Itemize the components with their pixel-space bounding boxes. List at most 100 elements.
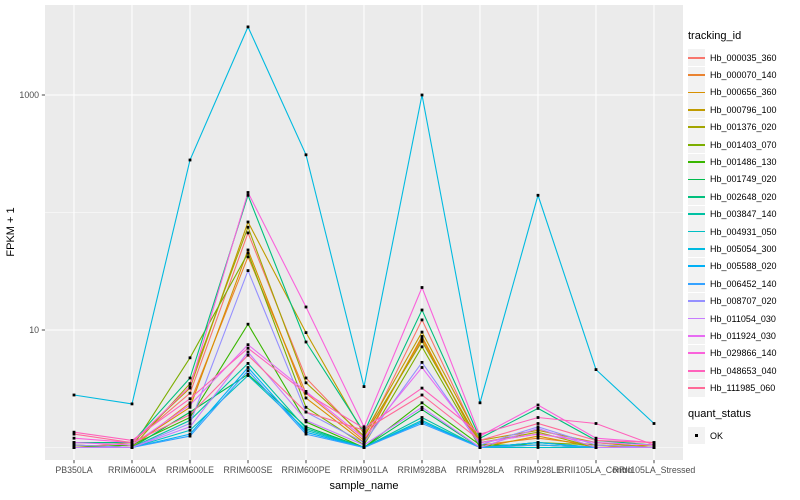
legend-item-label: Hb_000656_360 xyxy=(710,87,777,98)
legend-item-label: Hb_004931_050 xyxy=(710,226,777,237)
legend-title-quant-status: quant_status xyxy=(688,407,751,420)
data-point xyxy=(188,401,192,405)
data-point xyxy=(72,393,76,397)
legend-item-label: Hb_048653_040 xyxy=(710,365,777,376)
data-point xyxy=(478,441,482,444)
data-point xyxy=(304,376,308,380)
data-point xyxy=(420,330,424,334)
legend-item-label: Hb_001486_130 xyxy=(710,157,777,168)
data-point xyxy=(362,434,366,438)
x-tick-label: RRII105LA_Control xyxy=(558,465,634,475)
data-point xyxy=(362,385,366,388)
data-point xyxy=(304,420,308,424)
data-point xyxy=(188,158,192,162)
legend-item: Hb_004931_050 xyxy=(688,223,798,241)
x-tick-label: RRIM600LA xyxy=(108,465,156,475)
legend-key xyxy=(688,118,705,136)
data-point xyxy=(188,434,192,438)
data-point xyxy=(420,340,424,343)
data-point xyxy=(594,446,598,449)
legend-key-line xyxy=(688,300,705,303)
legend-key xyxy=(688,188,705,206)
data-point xyxy=(188,397,192,401)
data-point xyxy=(304,428,308,432)
legend-item-label: Hb_002648_020 xyxy=(710,191,777,202)
legend-key xyxy=(688,66,705,84)
data-point xyxy=(420,361,424,364)
data-point xyxy=(304,410,308,414)
legend-item-label: Hb_008707_020 xyxy=(710,296,777,307)
legend-key-line xyxy=(688,161,705,163)
data-point xyxy=(130,443,134,447)
data-point xyxy=(594,441,598,444)
legend-item-label: Hb_006452_140 xyxy=(710,278,777,289)
data-point xyxy=(72,443,76,447)
data-point xyxy=(246,269,250,272)
data-points xyxy=(72,25,656,449)
data-point xyxy=(188,385,192,388)
data-point xyxy=(536,446,540,449)
data-point xyxy=(304,340,308,344)
data-point xyxy=(420,337,424,341)
data-point xyxy=(304,419,308,422)
legend-item: Hb_005054_300 xyxy=(688,240,798,258)
legend-key xyxy=(688,83,705,101)
legend-item: Hb_001403_070 xyxy=(688,136,798,154)
legend-item-label: Hb_011054_030 xyxy=(710,313,776,324)
legend-key-line xyxy=(688,91,705,94)
data-point xyxy=(652,422,656,425)
data-point xyxy=(246,191,250,194)
data-point xyxy=(362,446,366,449)
data-point xyxy=(188,428,192,432)
legend-key xyxy=(688,257,705,275)
data-point xyxy=(420,366,424,369)
legend-item: Hb_001486_130 xyxy=(688,153,798,171)
data-point xyxy=(362,427,366,430)
x-tick-label: RRIM928LA xyxy=(456,465,504,475)
data-point xyxy=(246,322,250,326)
legend-item: Hb_002648_020 xyxy=(688,188,798,206)
legend-item: Hb_011054_030 xyxy=(688,310,798,328)
x-tick-label: RRIM901LA xyxy=(340,465,388,475)
data-point xyxy=(246,220,250,224)
legend-key xyxy=(688,379,705,397)
legend-item-label: Hb_001749_020 xyxy=(710,174,777,185)
data-point xyxy=(246,25,250,29)
legend-key-line xyxy=(688,352,705,355)
legend-item: Hb_000656_360 xyxy=(688,83,798,101)
data-point xyxy=(536,427,540,430)
data-point xyxy=(420,286,424,289)
data-point xyxy=(188,391,192,395)
data-point xyxy=(246,225,250,229)
legend-key xyxy=(688,205,705,223)
data-point xyxy=(304,430,308,434)
data-point xyxy=(420,408,424,411)
data-point xyxy=(246,353,250,357)
data-point xyxy=(188,376,192,380)
data-point xyxy=(188,419,192,422)
data-point xyxy=(478,434,482,438)
data-point xyxy=(536,422,540,425)
data-point xyxy=(594,443,598,447)
data-point xyxy=(72,430,76,434)
data-point xyxy=(246,251,250,255)
data-point xyxy=(478,432,482,436)
data-point xyxy=(304,305,308,309)
legend-items-tracking-id: Hb_000035_360 Hb_000070_140 Hb_000656_360 H… xyxy=(688,49,798,397)
data-point xyxy=(246,343,250,347)
legend-quant-status: quant_status OK xyxy=(688,408,798,444)
legend-key-line xyxy=(688,213,705,216)
legend-title-tracking-id: tracking_id xyxy=(688,30,742,42)
x-tick-label: RRIM928BA xyxy=(398,465,447,475)
data-point xyxy=(420,318,424,322)
data-point xyxy=(362,441,366,444)
legend-key xyxy=(688,310,705,328)
data-point xyxy=(362,428,366,432)
data-point xyxy=(188,403,192,407)
legend-item-label: Hb_111985_060 xyxy=(710,383,776,394)
legend-key xyxy=(688,223,705,241)
y-axis-title: FPKM + 1 xyxy=(5,207,17,256)
legend-item: Hb_006452_140 xyxy=(688,275,798,293)
data-point xyxy=(536,436,540,440)
